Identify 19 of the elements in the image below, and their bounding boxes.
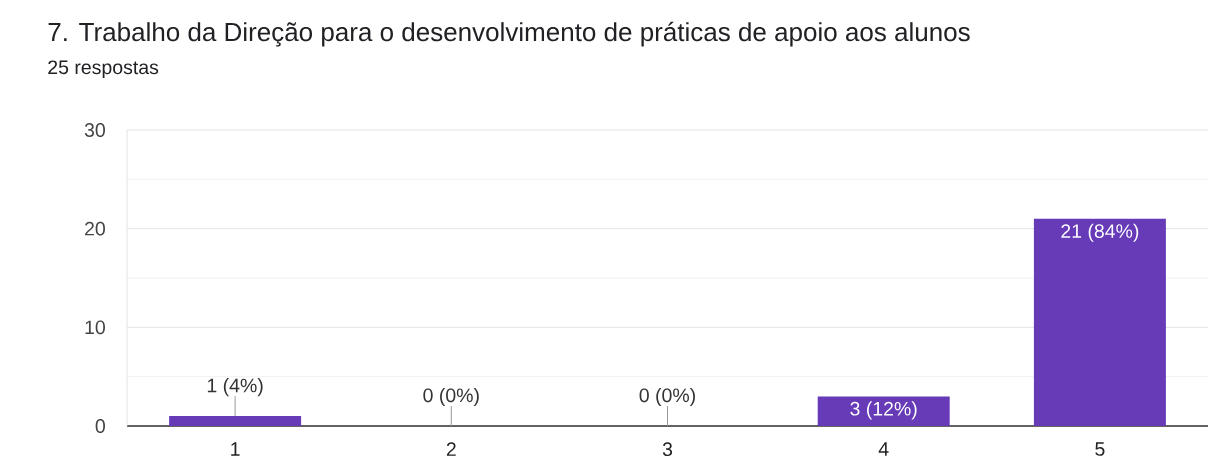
- data-label: 0 (0%): [423, 387, 479, 407]
- bar: [1033, 218, 1166, 426]
- x-tick-label: 3: [662, 442, 673, 457]
- x-tick-label: 1: [231, 442, 240, 456]
- bar: [169, 416, 302, 426]
- data-label: 21 (84%): [1061, 223, 1139, 242]
- y-tick-label: 20: [85, 221, 105, 236]
- y-tick-label: 30: [84, 123, 105, 137]
- data-label: 3 (12%): [850, 401, 917, 420]
- x-tick-label: 2: [446, 442, 456, 456]
- x-tick-label: 4: [878, 442, 889, 456]
- y-tick-label: 10: [85, 320, 105, 335]
- bar: [817, 396, 950, 426]
- data-label: 0 (0%): [639, 387, 695, 407]
- chart-title: 7. Trabalho da Direção para o desenvolvimento de práticas de apoio aos alunos: [48, 21, 970, 47]
- y-tick-label: 0: [95, 419, 105, 433]
- x-tick-label: 5: [1095, 442, 1105, 456]
- data-label: 1 (4%): [207, 378, 263, 397]
- chart-subtitle: 25 respostas: [48, 60, 159, 79]
